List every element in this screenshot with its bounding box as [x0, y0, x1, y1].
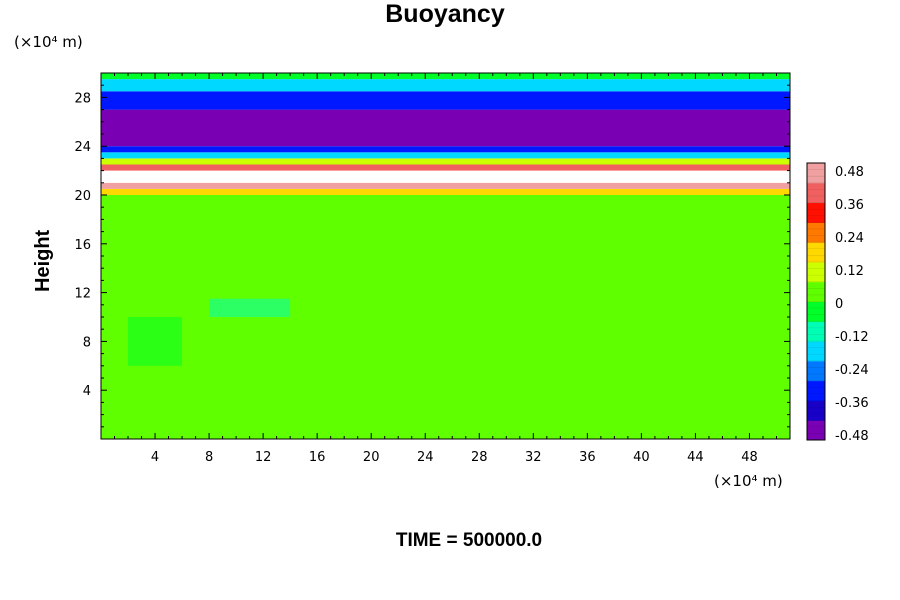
- x-tick-label-8: 8: [205, 450, 213, 465]
- colorbar-swatch-0: [807, 420, 825, 441]
- colorbar-label-8: -0.48: [835, 429, 869, 444]
- colorbar-swatch-5: [807, 321, 825, 342]
- colorbar-label-3: 0.12: [835, 264, 864, 279]
- band-7: [101, 146, 790, 153]
- band-9: [101, 91, 790, 110]
- x-tick-label-16: 16: [309, 450, 326, 465]
- colorbar-swatch-2: [807, 380, 825, 401]
- y-tick-label-12: 12: [74, 287, 91, 302]
- colorbar-label-1: 0.36: [835, 198, 864, 213]
- colorbar-swatch-11: [807, 202, 825, 223]
- band-6: [101, 152, 790, 159]
- x-tick-label-48: 48: [741, 450, 758, 465]
- colorbar-frame: [806, 162, 826, 441]
- x-tick-label-44: 44: [687, 450, 704, 465]
- y-tick-label-20: 20: [74, 189, 91, 204]
- colorbar-label-0: 0.48: [835, 165, 864, 180]
- colorbar-swatch-8: [807, 261, 825, 283]
- colorbar-swatch-1: [807, 400, 825, 421]
- chart-title: Buoyancy: [385, 0, 505, 28]
- plot-area: [101, 73, 790, 439]
- band-4: [101, 164, 790, 171]
- y-tick-label-4: 4: [83, 384, 91, 399]
- colorbar-label-5: -0.12: [835, 330, 869, 345]
- y-tick-label-16: 16: [74, 238, 91, 253]
- y-tick-label-8: 8: [83, 335, 91, 350]
- x-tick-label-4: 4: [151, 450, 159, 465]
- band-0: [101, 195, 790, 439]
- colorbar-label-7: -0.36: [835, 396, 869, 411]
- x-tick-label-24: 24: [417, 450, 434, 465]
- feature-1: [209, 298, 291, 317]
- band-5: [101, 158, 790, 165]
- band-11: [101, 73, 790, 80]
- x-tick-label-12: 12: [255, 450, 272, 465]
- y-axis-unit: (×10⁴ m): [14, 33, 83, 51]
- feature-2: [128, 317, 183, 366]
- colorbar-label-4: 0: [835, 297, 843, 312]
- x-axis-unit: (×10⁴ m): [714, 472, 783, 490]
- band-1: [101, 188, 790, 195]
- band-10: [101, 79, 790, 92]
- band-2: [101, 182, 790, 189]
- colorbar-swatch-12: [807, 182, 825, 204]
- colorbar-swatch-3: [807, 360, 825, 382]
- x-tick-label-40: 40: [633, 450, 650, 465]
- y-tick-label-28: 28: [74, 91, 91, 106]
- colorbar-label-2: 0.24: [835, 231, 864, 246]
- x-tick-label-32: 32: [525, 450, 542, 465]
- x-unit-text: (×10⁴ m): [714, 472, 783, 490]
- band-3: [101, 170, 790, 183]
- y-unit-text: (×10⁴ m): [14, 33, 83, 51]
- x-tick-label-20: 20: [363, 450, 380, 465]
- colorbar-swatch-9: [807, 242, 825, 263]
- y-tick-label-24: 24: [74, 140, 91, 155]
- colorbar-label-6: -0.24: [835, 363, 869, 378]
- colorbar-swatch-6: [807, 301, 825, 322]
- x-tick-label-36: 36: [579, 450, 596, 465]
- band-8: [101, 109, 790, 147]
- colorbar-swatch-4: [807, 341, 825, 362]
- colorbar-swatch-13: [807, 163, 825, 184]
- x-tick-label-28: 28: [471, 450, 488, 465]
- colorbar: 0.48 0.36 0.24 0.12 0 -0.12 -0.24 -0.36 -0.48: [806, 162, 869, 444]
- colorbar-swatch-7: [807, 281, 825, 302]
- colorbar-swatch-10: [807, 222, 825, 243]
- time-footer: TIME = 500000.0: [395, 530, 543, 551]
- feature-0: [101, 297, 790, 310]
